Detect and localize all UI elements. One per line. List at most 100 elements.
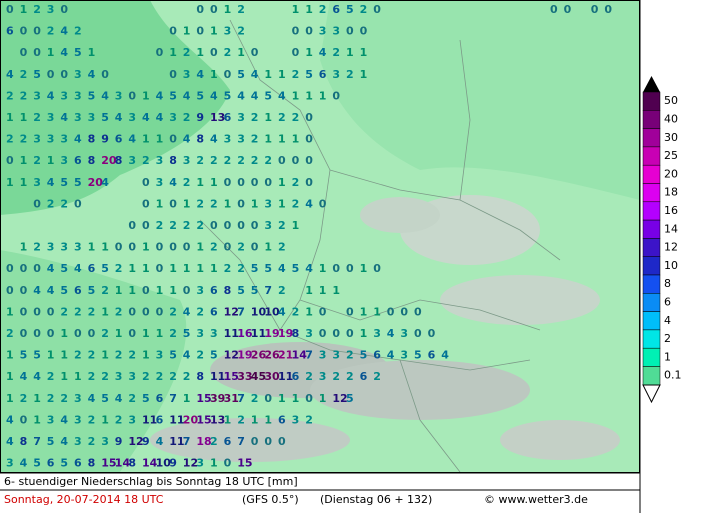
precip-value: 0 — [264, 435, 272, 448]
precip-value: 10 — [251, 305, 267, 318]
precip-value: 2 — [60, 392, 68, 405]
precip-value: 0 — [20, 46, 28, 59]
precip-value: 2 — [169, 327, 177, 340]
precip-value: 0 — [237, 176, 245, 189]
precip-value: 2 — [169, 219, 177, 232]
precip-value: 1 — [101, 305, 109, 318]
precip-value: 1 — [210, 176, 218, 189]
precip-value: 4 — [251, 89, 259, 102]
precip-value: 2 — [292, 197, 300, 210]
precip-value: 3 — [74, 413, 82, 426]
precip-value: 6 — [74, 284, 82, 297]
precip-value: 1 — [292, 219, 300, 232]
precip-value: 3 — [237, 133, 245, 146]
precip-value: 3 — [74, 68, 82, 81]
precip-value: 6 — [6, 25, 14, 38]
map-background — [0, 0, 640, 473]
precip-value: 5 — [60, 176, 68, 189]
precip-value: 2 — [6, 89, 14, 102]
legend-label: 12 — [664, 241, 678, 254]
precip-value: 8 — [196, 370, 204, 383]
precip-value: 0 — [224, 457, 232, 470]
precip-value: 7 — [305, 349, 313, 362]
precip-value: 7 — [33, 435, 41, 448]
precip-value: 0 — [251, 435, 259, 448]
precip-value: 1 — [251, 413, 259, 426]
precip-value: 1 — [47, 46, 55, 59]
precip-value: 4 — [387, 327, 395, 340]
precip-value: 0 — [33, 262, 41, 275]
precip-value: 1 — [346, 46, 354, 59]
legend-swatch — [642, 146, 661, 166]
precip-value: 3 — [115, 370, 123, 383]
precip-value: 1 — [156, 197, 164, 210]
precip-value: 2 — [237, 413, 245, 426]
precip-value: 0 — [373, 3, 381, 16]
precip-value: 2 — [196, 154, 204, 167]
precip-value: 0 — [346, 327, 354, 340]
precip-value: 3 — [319, 349, 327, 362]
precip-value: 16 — [237, 327, 253, 340]
precip-value: 0 — [128, 305, 136, 318]
precip-value: 3 — [47, 133, 55, 146]
precip-value: 12 — [332, 392, 347, 405]
precip-value: 4 — [88, 68, 96, 81]
precip-value: 2 — [47, 25, 55, 38]
precip-value: 2 — [196, 305, 204, 318]
precip-value: 1 — [33, 413, 41, 426]
precipitation-values: 0 1 2 3 0 0 0 1 2 1 1 2 6 5 2 0 0 0 0 06 0 0 2 4 2 0 1 0 1 3 2 0 0 3 3 0 00 0… — [6, 3, 612, 470]
precip-value: 4 — [60, 435, 68, 448]
precip-value: 1 — [88, 241, 96, 254]
precip-value: 1 — [305, 89, 313, 102]
precip-value: 45 — [251, 370, 266, 383]
precip-value: 4 — [74, 262, 82, 275]
precip-value: 0 — [346, 262, 354, 275]
precip-value: 5 — [196, 89, 204, 102]
precip-value: 6 — [74, 457, 82, 470]
precip-value: 1 — [210, 25, 218, 38]
precip-value: 2 — [20, 392, 28, 405]
precip-value: 4 — [251, 68, 259, 81]
precip-value: 3 — [400, 327, 408, 340]
precip-value: 2 — [292, 111, 300, 124]
precip-value: 1 — [237, 46, 245, 59]
precip-value: 0 — [33, 305, 41, 318]
legend-swatch — [642, 274, 661, 294]
precip-value: 2 — [183, 176, 191, 189]
precip-value: 0 — [20, 262, 28, 275]
precip-value: 5 — [346, 392, 354, 405]
legend-swatch — [642, 91, 661, 111]
precip-value: 2 — [169, 305, 177, 318]
precip-value: 0 — [196, 3, 204, 16]
precip-value: 5 — [169, 89, 177, 102]
precip-value: 2 — [115, 262, 123, 275]
precip-value: 0 — [305, 176, 313, 189]
precip-value: 1 — [292, 392, 300, 405]
precip-value: 4 — [60, 413, 68, 426]
precip-value: 3 — [264, 197, 272, 210]
precip-value: 0 — [237, 219, 245, 232]
precip-value: 5 — [33, 349, 41, 362]
precip-value: 1 — [196, 46, 204, 59]
precip-value: 3 — [196, 327, 204, 340]
precip-value: 2 — [210, 435, 218, 448]
precip-value: 7 — [237, 392, 245, 405]
precip-value: 12 — [224, 305, 239, 318]
precip-value: 5 — [20, 349, 28, 362]
precip-value: 3 — [373, 327, 381, 340]
precip-value: 1 — [156, 133, 164, 146]
precip-value: 1 — [319, 284, 327, 297]
precip-value: 0 — [305, 111, 313, 124]
precip-value: 11 — [169, 435, 184, 448]
precip-value: 0 — [251, 176, 259, 189]
precip-value: 8 — [169, 154, 177, 167]
precip-value: 2 — [237, 154, 245, 167]
precip-value: 1 — [360, 262, 368, 275]
precip-value: 0 — [373, 262, 381, 275]
precip-value: 2 — [237, 241, 245, 254]
precip-value: 3 — [319, 25, 327, 38]
precip-value: 2 — [142, 154, 150, 167]
precip-value: 3 — [6, 457, 14, 470]
precip-value: 0 — [210, 46, 218, 59]
precip-value: 0 — [332, 89, 340, 102]
